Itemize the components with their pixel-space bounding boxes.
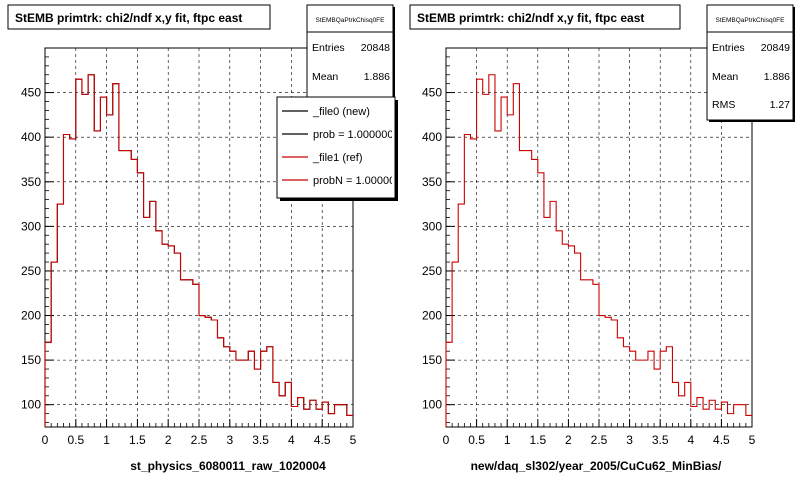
legend-label: prob = 1.000000 — [313, 129, 393, 141]
x-tick-label: 0 — [443, 433, 450, 447]
stats-entries-value: 20848 — [361, 42, 390, 54]
y-tick-label: 400 — [21, 130, 41, 144]
y-tick-label: 200 — [422, 309, 442, 323]
y-tick-label: 100 — [21, 398, 41, 412]
title-box — [409, 4, 681, 30]
legend-entries: _file0 (new) prob = 1.000000 _file1 (ref) p… — [282, 106, 401, 187]
x-axis-label: new/daq_sl302/year_2005/CuCu62_MinBias/ — [471, 459, 722, 473]
x-tick-label: 2 — [165, 433, 172, 447]
x-tick-label: 1.5 — [529, 433, 546, 447]
x-tick-label: 2 — [565, 433, 572, 447]
x-tick-label: 3 — [626, 433, 633, 447]
y-tick-label: 300 — [21, 219, 41, 233]
stats-mean-value: 1.886 — [364, 71, 390, 83]
histogram-series-1 — [445, 74, 752, 427]
stats-mean-label: Mean — [712, 71, 738, 83]
stats-rms-value: 1.27 — [770, 99, 791, 111]
y-tick-label: 150 — [422, 353, 442, 367]
legend-box — [276, 96, 396, 199]
stats-entries-label: Entries — [312, 42, 345, 54]
histogram-series-2 — [44, 74, 353, 427]
chart-title: StEMB primtrk: chi2/ndf x,y fit, ftpc ea… — [15, 11, 242, 25]
y-tick-label: 250 — [21, 264, 41, 278]
x-tick-label: 1.5 — [129, 433, 146, 447]
stats-box — [706, 4, 794, 121]
y-tick-label: 300 — [422, 219, 442, 233]
x-tick-label: 4 — [288, 433, 295, 447]
x-tick-label: 5 — [749, 433, 756, 447]
plot-frame — [445, 47, 753, 428]
x-axis-label: st_physics_6080011_raw_1020004 — [130, 459, 326, 473]
x-tick-label: 2.5 — [591, 433, 608, 447]
x-tick-label: 1 — [103, 433, 110, 447]
x-tick-label: 2.5 — [191, 433, 208, 447]
y-tick-label: 450 — [21, 86, 41, 100]
stats-name: StEMBQaPtrkChisq0FE — [316, 17, 386, 24]
x-tick-label: 3.5 — [652, 433, 669, 447]
x-tick-label: 0 — [42, 433, 49, 447]
y-tick-label: 450 — [422, 86, 442, 100]
legend-label: _file0 (new) — [312, 106, 370, 118]
y-tick-label: 250 — [422, 264, 442, 278]
y-tick-label: 350 — [21, 175, 41, 189]
stats-entries-value: 20849 — [761, 42, 790, 54]
x-tick-label: 4.5 — [314, 433, 331, 447]
title-box — [7, 4, 271, 30]
x-tick-label: 0.5 — [67, 433, 84, 447]
stats-mean-value: 1.886 — [764, 71, 790, 83]
x-tick-label: 3.5 — [252, 433, 269, 447]
stats-mean-label: Mean — [312, 71, 338, 83]
legend-label: probN = 1.000000 — [313, 175, 401, 187]
stats-box — [306, 4, 394, 114]
x-tick-label: 4 — [687, 433, 694, 447]
x-tick-label: 0.5 — [468, 433, 485, 447]
y-tick-label: 400 — [422, 130, 442, 144]
x-tick-label: 1 — [504, 433, 511, 447]
x-tick-label: 3 — [226, 433, 233, 447]
y-tick-label: 100 — [422, 398, 442, 412]
chart-title: StEMB primtrk: chi2/ndf x,y fit, ftpc ea… — [417, 11, 644, 25]
legend-label: _file1 (ref) — [312, 152, 363, 164]
y-tick-label: 200 — [21, 309, 41, 323]
stats-entries-label: Entries — [712, 42, 745, 54]
y-tick-label: 350 — [422, 175, 442, 189]
y-tick-label: 150 — [21, 353, 41, 367]
x-tick-label: 4.5 — [713, 433, 730, 447]
x-tick-label: 5 — [350, 433, 357, 447]
stats-rms-label: RMS — [712, 99, 735, 111]
stats-name: StEMBQaPtrkChisq0FE — [716, 17, 786, 24]
